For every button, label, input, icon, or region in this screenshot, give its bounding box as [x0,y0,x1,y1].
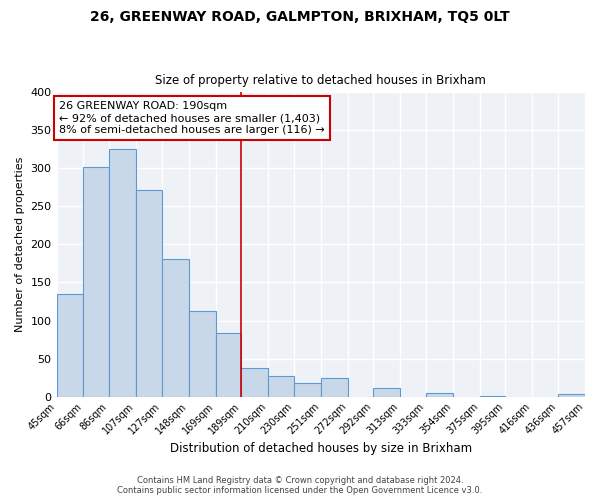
X-axis label: Distribution of detached houses by size in Brixham: Distribution of detached houses by size … [170,442,472,455]
Title: Size of property relative to detached houses in Brixham: Size of property relative to detached ho… [155,74,486,87]
Bar [83,167,109,396]
Bar [268,376,294,396]
Text: 26, GREENWAY ROAD, GALMPTON, BRIXHAM, TQ5 0LT: 26, GREENWAY ROAD, GALMPTON, BRIXHAM, TQ… [90,10,510,24]
Bar [241,368,268,396]
Y-axis label: Number of detached properties: Number of detached properties [15,157,25,332]
Text: Contains HM Land Registry data © Crown copyright and database right 2024.
Contai: Contains HM Land Registry data © Crown c… [118,476,482,495]
Bar [426,393,453,396]
Bar [136,190,162,396]
Bar [215,334,241,396]
Bar [162,259,188,396]
Bar [109,150,136,396]
Bar [373,388,400,396]
Bar [56,294,83,396]
Bar [321,378,348,396]
Bar [294,383,321,396]
Text: 26 GREENWAY ROAD: 190sqm
← 92% of detached houses are smaller (1,403)
8% of semi: 26 GREENWAY ROAD: 190sqm ← 92% of detach… [59,102,325,134]
Bar [188,310,215,396]
Bar [558,394,585,396]
